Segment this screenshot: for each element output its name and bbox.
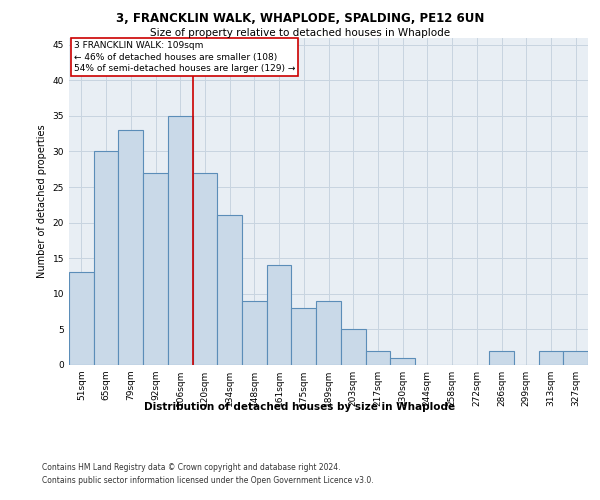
Bar [242,301,267,365]
Bar [267,266,292,365]
Text: 3 FRANCKLIN WALK: 109sqm
← 46% of detached houses are smaller (108)
54% of semi-: 3 FRANCKLIN WALK: 109sqm ← 46% of detach… [74,41,296,74]
Bar [168,116,193,365]
Bar [489,351,514,365]
Text: Size of property relative to detached houses in Whaplode: Size of property relative to detached ho… [150,28,450,38]
Bar [118,130,143,365]
Bar [316,301,341,365]
Bar [69,272,94,365]
Bar [390,358,415,365]
Bar [365,351,390,365]
Text: Contains HM Land Registry data © Crown copyright and database right 2024.: Contains HM Land Registry data © Crown c… [42,462,341,471]
Bar [539,351,563,365]
Bar [292,308,316,365]
Bar [193,173,217,365]
Bar [94,152,118,365]
Bar [341,330,365,365]
Text: 3, FRANCKLIN WALK, WHAPLODE, SPALDING, PE12 6UN: 3, FRANCKLIN WALK, WHAPLODE, SPALDING, P… [116,12,484,26]
Bar [217,216,242,365]
Bar [143,173,168,365]
Y-axis label: Number of detached properties: Number of detached properties [37,124,47,278]
Text: Distribution of detached houses by size in Whaplode: Distribution of detached houses by size … [145,402,455,412]
Bar [563,351,588,365]
Text: Contains public sector information licensed under the Open Government Licence v3: Contains public sector information licen… [42,476,374,485]
